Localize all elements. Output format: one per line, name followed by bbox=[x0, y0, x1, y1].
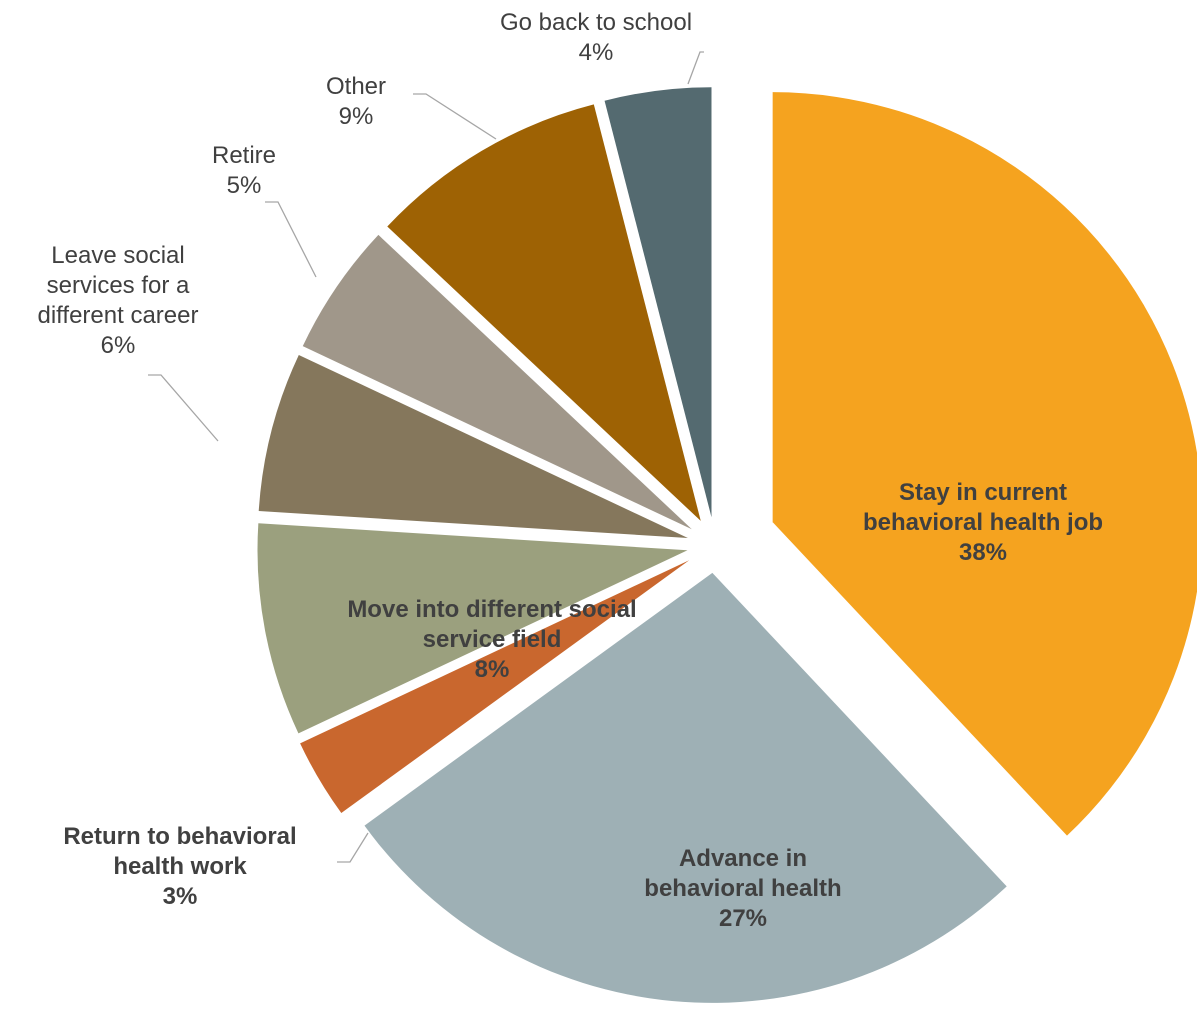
leader-line bbox=[687, 51, 704, 85]
slice-name-label: Stay in current bbox=[899, 479, 1067, 506]
slice-value-label: 9% bbox=[339, 103, 374, 130]
pie-slices bbox=[257, 87, 1197, 1003]
slice-name-label: different career bbox=[38, 302, 199, 329]
slice-name-label: services for a bbox=[47, 272, 190, 299]
leader-lines bbox=[148, 51, 704, 863]
pie-slice bbox=[364, 572, 1007, 1003]
slice-name-label: behavioral health job bbox=[863, 509, 1103, 536]
slice-value-label: 8% bbox=[475, 656, 510, 683]
slice-name-label: Leave social bbox=[51, 242, 184, 269]
slice-label: Advance in behavioral health 27% bbox=[644, 845, 841, 932]
leader-line bbox=[413, 93, 497, 140]
slice-value-label: 4% bbox=[579, 39, 614, 66]
slice-name-label: behavioral health bbox=[644, 875, 841, 902]
pie-slice bbox=[387, 104, 701, 521]
leader-line bbox=[148, 374, 219, 442]
pie-slice bbox=[257, 523, 688, 734]
slice-name-label: Advance in bbox=[679, 845, 807, 872]
slice-label: Move into different social service field 8… bbox=[347, 596, 636, 683]
slice-value-label: 6% bbox=[101, 332, 136, 359]
pie-slice bbox=[258, 354, 688, 539]
slice-value-label: 27% bbox=[719, 905, 767, 932]
slice-name-label: Other bbox=[326, 73, 386, 100]
slice-name-label: service field bbox=[423, 626, 562, 653]
slice-label: Other 9% bbox=[326, 73, 386, 130]
slice-value-label: 5% bbox=[227, 172, 262, 199]
pie-slice bbox=[772, 92, 1197, 836]
slice-name-label: Move into different social bbox=[347, 596, 636, 623]
pie-slice bbox=[604, 87, 712, 518]
slice-value-label: 3% bbox=[163, 883, 198, 910]
pie-slice bbox=[302, 234, 692, 530]
slice-name-label: health work bbox=[113, 853, 247, 880]
pie-slice bbox=[300, 560, 690, 814]
slice-label: Leave social services for a different care… bbox=[38, 242, 199, 359]
slice-value-label: 38% bbox=[959, 539, 1007, 566]
slice-name-label: Retire bbox=[212, 142, 276, 169]
slice-labels: Stay in current behavioral health job 38% A… bbox=[38, 9, 1104, 932]
slice-name-label: Return to behavioral bbox=[63, 823, 296, 850]
slice-label: Stay in current behavioral health job 38% bbox=[863, 479, 1103, 566]
slice-label: Return to behavioral health work 3% bbox=[63, 823, 296, 910]
slice-name-label: Go back to school bbox=[500, 9, 692, 36]
leader-line bbox=[265, 201, 317, 278]
leader-line bbox=[337, 832, 369, 863]
slice-label: Go back to school 4% bbox=[500, 9, 692, 66]
slice-label: Retire 5% bbox=[212, 142, 276, 199]
